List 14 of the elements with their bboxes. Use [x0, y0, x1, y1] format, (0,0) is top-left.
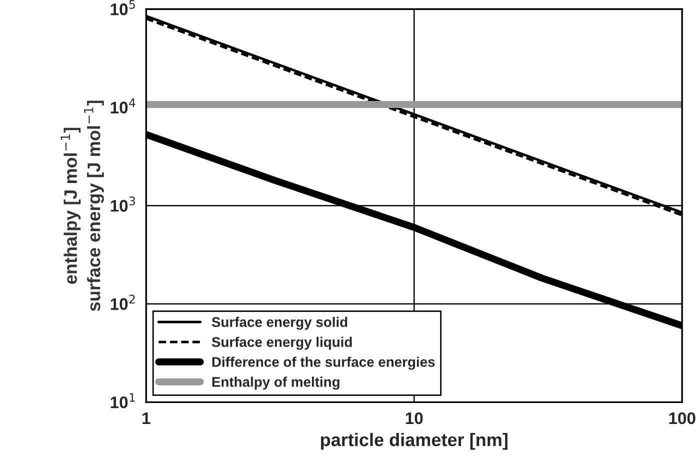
legend-label: Surface energy solid [212, 316, 348, 330]
y-tick-label: 10$^{5}$ [110, 0, 135, 16]
y-tick-label: 10$^{4}$ [110, 98, 136, 114]
legend-label: Enthalpy of melting [212, 376, 340, 390]
y-axis-title: enthalpy [J mol$^{−1}$] surface energy [J mol$^{−1}$] [60, 100, 104, 311]
y-tick-label: 10$^{1}$ [110, 393, 135, 408]
x-tick-label: 1 [142, 412, 150, 424]
legend-label: Surface energy liquid [212, 336, 352, 350]
x-tick-label: 10 [406, 412, 423, 424]
x-axis-title: particle diameter [nm] [321, 432, 508, 450]
y-tick-label: 10$^{2}$ [110, 294, 135, 310]
y-tick-label: 10$^{3}$ [110, 196, 135, 212]
legend-label: Difference of the surface energies [212, 356, 435, 370]
x-tick-label: 100 [669, 412, 696, 424]
